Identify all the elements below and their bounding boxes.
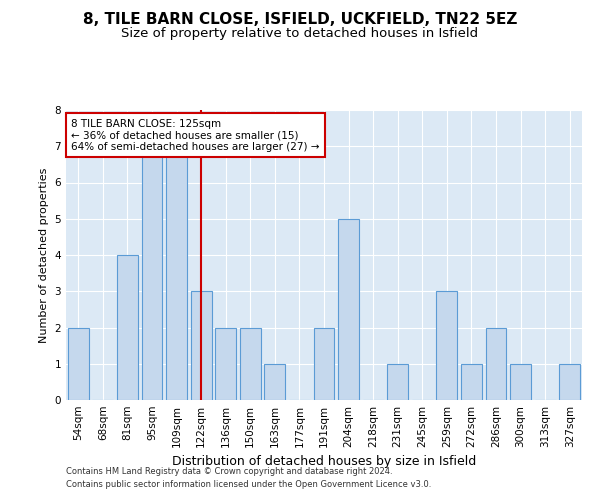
Text: Size of property relative to detached houses in Isfield: Size of property relative to detached ho… xyxy=(121,28,479,40)
Bar xyxy=(510,364,531,400)
Bar xyxy=(387,364,408,400)
Text: Contains public sector information licensed under the Open Government Licence v3: Contains public sector information licen… xyxy=(66,480,431,489)
Bar xyxy=(166,146,187,400)
Bar xyxy=(68,328,89,400)
Text: 8, TILE BARN CLOSE, ISFIELD, UCKFIELD, TN22 5EZ: 8, TILE BARN CLOSE, ISFIELD, UCKFIELD, T… xyxy=(83,12,517,28)
X-axis label: Distribution of detached houses by size in Isfield: Distribution of detached houses by size … xyxy=(172,456,476,468)
Text: Contains HM Land Registry data © Crown copyright and database right 2024.: Contains HM Land Registry data © Crown c… xyxy=(66,468,392,476)
Bar xyxy=(142,146,163,400)
Bar xyxy=(191,291,212,400)
Bar xyxy=(559,364,580,400)
Bar xyxy=(338,219,359,400)
Bar xyxy=(461,364,482,400)
Bar xyxy=(485,328,506,400)
Bar xyxy=(215,328,236,400)
Bar xyxy=(314,328,334,400)
Bar xyxy=(240,328,261,400)
Bar xyxy=(117,255,138,400)
Y-axis label: Number of detached properties: Number of detached properties xyxy=(39,168,49,342)
Text: 8 TILE BARN CLOSE: 125sqm
← 36% of detached houses are smaller (15)
64% of semi-: 8 TILE BARN CLOSE: 125sqm ← 36% of detac… xyxy=(71,118,320,152)
Bar xyxy=(436,291,457,400)
Bar xyxy=(265,364,286,400)
